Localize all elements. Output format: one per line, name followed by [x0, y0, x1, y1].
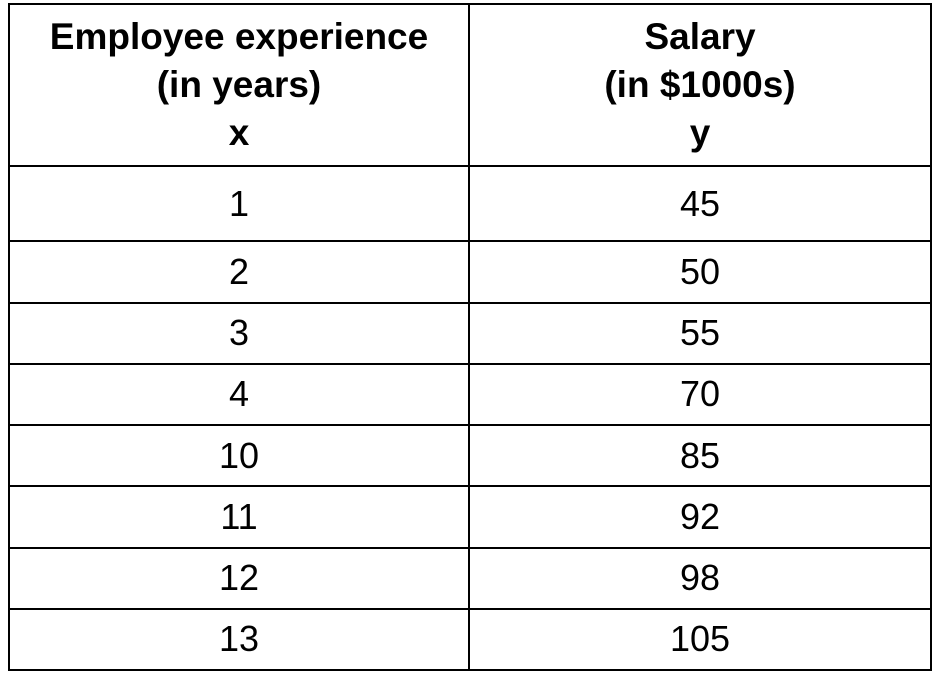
header-experience-line1: Employee experience — [49, 16, 429, 57]
header-salary-symbol: y — [689, 112, 711, 153]
table-row: 10 85 — [8, 424, 932, 488]
cell-x: 12 — [8, 546, 470, 610]
cell-y: 45 — [468, 164, 932, 243]
cell-y: 50 — [468, 240, 932, 304]
table-row: 12 98 — [8, 546, 932, 610]
header-experience-symbol: x — [228, 112, 250, 153]
table-container: Employee experience (in years) x Salary … — [8, 3, 932, 672]
header-salary: Salary (in $1000s) y — [468, 3, 932, 167]
cell-x: 10 — [8, 424, 470, 488]
cell-y: 70 — [468, 362, 932, 427]
cell-y: 55 — [468, 301, 932, 365]
header-row: Employee experience (in years) x Salary … — [8, 3, 932, 167]
header-experience-line2: (in years) — [156, 64, 322, 105]
cell-y: 85 — [468, 424, 932, 488]
cell-y: 92 — [468, 485, 932, 549]
table-row: 2 50 — [8, 240, 932, 304]
cell-x: 3 — [8, 301, 470, 365]
cell-x: 13 — [8, 607, 470, 672]
header-salary-line2: (in $1000s) — [604, 64, 796, 105]
cell-x: 4 — [8, 362, 470, 427]
cell-x: 1 — [8, 164, 470, 243]
cell-x: 2 — [8, 240, 470, 304]
table-row: 3 55 — [8, 301, 932, 365]
header-salary-line1: Salary — [644, 16, 756, 57]
cell-y: 105 — [468, 607, 932, 672]
cell-x: 11 — [8, 485, 470, 549]
table-row: 11 92 — [8, 485, 932, 549]
table-row: 13 105 — [8, 607, 932, 672]
table-row: 1 45 — [8, 164, 932, 243]
cell-y: 98 — [468, 546, 932, 610]
experience-salary-table: Employee experience (in years) x Salary … — [8, 3, 932, 672]
header-experience: Employee experience (in years) x — [8, 3, 470, 167]
table-row: 4 70 — [8, 362, 932, 427]
